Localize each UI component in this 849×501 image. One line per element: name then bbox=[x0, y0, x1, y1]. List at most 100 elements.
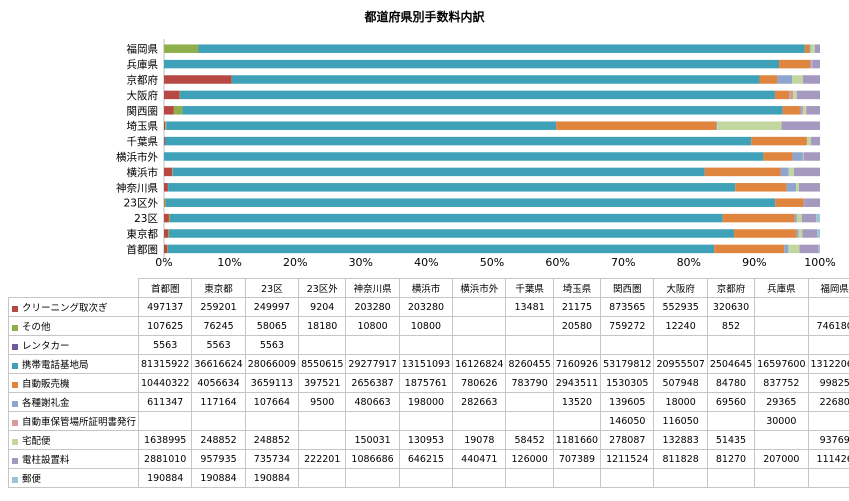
x-tick-label: 80% bbox=[677, 256, 701, 269]
table-cell: 248852 bbox=[244, 430, 300, 450]
table-cell bbox=[552, 411, 602, 431]
bar-segment bbox=[777, 75, 793, 84]
table-cell bbox=[298, 411, 347, 431]
table-cell: 4056634 bbox=[191, 373, 246, 393]
table-column-header: 福岡県 bbox=[807, 278, 849, 298]
table-cell: 21175 bbox=[552, 297, 602, 317]
table-cell: 150031 bbox=[345, 430, 400, 450]
table-cell: 30000 bbox=[754, 411, 809, 431]
table-column-header: 首都圏 bbox=[138, 278, 193, 298]
legend-key bbox=[12, 381, 18, 388]
table-cell bbox=[807, 297, 849, 317]
table-row: 郵便 190884 190884 190884 bbox=[7, 468, 849, 488]
table-row: 各種謝礼金 611347 117164 107664 9500 480663 198000 2… bbox=[7, 392, 849, 412]
bar-segment bbox=[803, 106, 807, 115]
bar-segment bbox=[789, 90, 790, 100]
table-cell: 646215 bbox=[398, 449, 454, 469]
bar-segment bbox=[794, 213, 797, 223]
bar-segment bbox=[722, 213, 795, 223]
table-cell: 117164 bbox=[191, 392, 246, 412]
y-tick-label: 兵庫県 bbox=[127, 58, 159, 71]
table-cell bbox=[298, 430, 347, 450]
table-cell bbox=[452, 411, 507, 431]
table-cell: 10800 bbox=[398, 316, 454, 336]
table-column-header: 東京都 bbox=[191, 278, 246, 298]
table-row: 携帯電話基地局 81315922 36616624 28066009 8550615 29… bbox=[7, 354, 849, 374]
bar-segment bbox=[775, 198, 804, 207]
bar-segment bbox=[802, 152, 804, 161]
table-cell: 282663 bbox=[452, 392, 507, 412]
bar-segment bbox=[786, 183, 797, 192]
table-cell: 1875761 bbox=[398, 373, 454, 393]
legend-label: クリーニング取次ぎ bbox=[22, 303, 108, 314]
table-row: 自動車保管場所証明書発行 146050 116050 30000 bbox=[7, 411, 849, 431]
table-cell: 29277917 bbox=[345, 354, 400, 374]
bar-segment bbox=[198, 44, 805, 53]
table-cell bbox=[398, 468, 454, 488]
legend-entry: 郵便 bbox=[7, 468, 140, 488]
x-tick-label: 40% bbox=[414, 256, 438, 269]
bar-segment bbox=[164, 198, 166, 207]
bar-segment bbox=[818, 244, 820, 254]
table-row: 自動販売機 10440322 4056634 3659113 397521 2656387… bbox=[7, 373, 849, 393]
table-cell bbox=[552, 468, 602, 488]
table-cell: 190884 bbox=[138, 468, 193, 488]
table-row: レンタカー 5563 5563 5563 bbox=[7, 335, 849, 355]
bar-segment bbox=[164, 198, 165, 207]
table-cell: 29365 bbox=[754, 392, 809, 412]
table-cell bbox=[807, 335, 849, 355]
table-cell: 19078 bbox=[452, 430, 507, 450]
bar-segment bbox=[796, 183, 799, 192]
table-cell bbox=[345, 468, 400, 488]
bar-segment bbox=[164, 213, 169, 223]
table-cell: 16597600 bbox=[754, 354, 809, 374]
table-cell: 2943511 bbox=[552, 373, 602, 393]
table-cell: 811828 bbox=[653, 449, 708, 469]
table-cell: 18000 bbox=[653, 392, 708, 412]
table-cell: 222201 bbox=[298, 449, 347, 469]
table-cell: 957935 bbox=[191, 449, 246, 469]
y-tick-label: 横浜市外 bbox=[116, 151, 158, 164]
bar-segment bbox=[802, 75, 820, 84]
bar-segment bbox=[796, 213, 802, 223]
bar-segment bbox=[168, 244, 715, 254]
table-cell bbox=[298, 468, 347, 488]
y-tick-label: 横浜市 bbox=[127, 166, 159, 179]
bar-segment bbox=[796, 90, 820, 100]
y-tick-label: 23区 bbox=[134, 213, 158, 225]
table-cell bbox=[452, 297, 507, 317]
table-cell: 759272 bbox=[600, 316, 655, 336]
table-cell: 20955507 bbox=[653, 354, 708, 374]
table-cell: 13481 bbox=[505, 297, 554, 317]
table-cell: 69560 bbox=[706, 392, 756, 412]
table-cell: 5563 bbox=[244, 335, 300, 355]
bar-segment bbox=[717, 121, 782, 130]
legend-entry: 携帯電話基地局 bbox=[7, 354, 140, 374]
table-cell: 190884 bbox=[191, 468, 246, 488]
table-cell: 9204 bbox=[298, 297, 347, 317]
table-row: 電柱設置料 2881010 957935 735734 222201 1086686 646… bbox=[7, 449, 849, 469]
table-cell bbox=[706, 335, 756, 355]
table-cell bbox=[754, 316, 809, 336]
bar-segment bbox=[806, 136, 812, 146]
table-cell: 1211524 bbox=[600, 449, 655, 469]
table-cell: 207000 bbox=[754, 449, 809, 469]
table-cell bbox=[452, 316, 507, 336]
table-cell: 552935 bbox=[653, 297, 708, 317]
bar-segment bbox=[164, 136, 165, 146]
table-column-header: 23区外 bbox=[298, 278, 347, 298]
bar-segment bbox=[792, 152, 803, 161]
bar-segment bbox=[812, 59, 820, 69]
legend-key bbox=[12, 324, 18, 331]
table-cell bbox=[706, 411, 756, 431]
bar-segment bbox=[165, 198, 776, 207]
y-tick-label: 関西圏 bbox=[127, 105, 159, 117]
legend-label: 自動車保管場所証明書発行 bbox=[22, 417, 137, 428]
table-cell: 13122060 bbox=[807, 354, 849, 374]
bar-segment bbox=[164, 183, 168, 192]
bar-segment bbox=[817, 229, 820, 238]
table-cell: 783790 bbox=[505, 373, 554, 393]
table-cell: 58065 bbox=[244, 316, 300, 336]
x-tick-label: 50% bbox=[480, 256, 504, 269]
table-cell: 203280 bbox=[345, 297, 400, 317]
